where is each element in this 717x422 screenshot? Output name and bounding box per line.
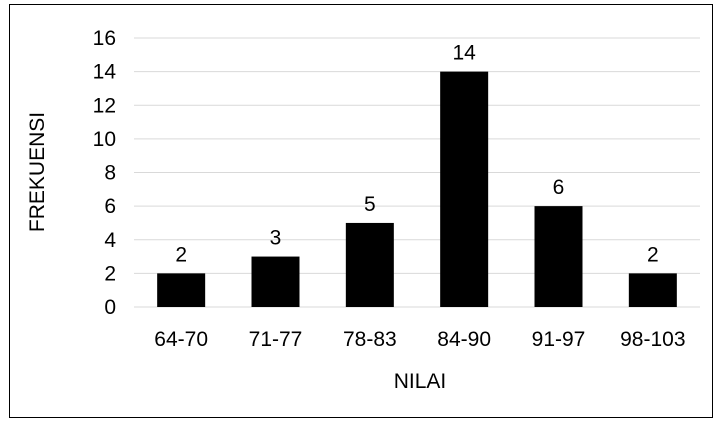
data-labels: 2 3 5 14 6 2 [175, 42, 658, 267]
bar [534, 206, 583, 307]
y-tick-label: 10 [93, 128, 116, 151]
y-tick-label: 16 [93, 27, 116, 50]
bar-value-label: 14 [452, 42, 476, 65]
y-axis-ticks: 0 2 4 6 8 10 12 14 16 [93, 27, 117, 319]
x-axis-title: NILAI [394, 370, 447, 393]
bar-value-label: 3 [270, 227, 282, 250]
x-tick-label: 84-90 [437, 328, 491, 351]
bars [157, 71, 677, 307]
gridlines [134, 37, 700, 308]
bar [440, 71, 489, 307]
bar [628, 273, 677, 307]
y-tick-label: 14 [93, 61, 117, 84]
bar [251, 256, 300, 307]
y-tick-label: 4 [104, 229, 116, 252]
y-tick-label: 0 [104, 296, 116, 319]
bar-value-label: 6 [553, 176, 565, 199]
y-tick-label: 8 [104, 162, 116, 185]
x-tick-label: 78-83 [343, 328, 397, 351]
y-tick-label: 12 [93, 94, 116, 117]
x-tick-label: 98-103 [620, 328, 685, 351]
x-tick-label: 71-77 [249, 328, 303, 351]
bar [345, 222, 394, 307]
bar-value-label: 2 [175, 243, 187, 266]
bar-value-label: 2 [647, 243, 659, 266]
bar [157, 273, 206, 307]
x-axis-ticks: 64-70 71-77 78-83 84-90 91-97 98-103 [154, 328, 685, 351]
y-tick-label: 6 [104, 195, 116, 218]
chart-frame [9, 4, 713, 418]
bar-value-label: 5 [364, 193, 376, 216]
y-axis-title: FREKUENSI [26, 112, 49, 232]
x-tick-label: 91-97 [532, 328, 586, 351]
y-tick-label: 2 [104, 262, 116, 285]
x-tick-label: 64-70 [154, 328, 208, 351]
